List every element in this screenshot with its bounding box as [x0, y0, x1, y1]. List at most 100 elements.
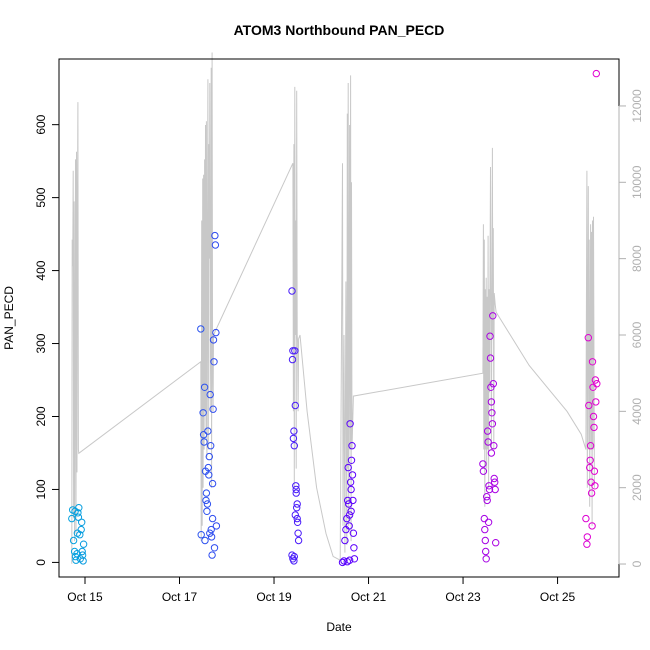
- scatter-point: [585, 401, 593, 410]
- scatter-point: [488, 420, 497, 428]
- scatter-point: [204, 427, 212, 435]
- y2-tick-label: 2000: [630, 474, 644, 501]
- scatter-point: [78, 518, 86, 526]
- x-tick-label: Oct 19: [256, 590, 292, 604]
- scatter-point: [345, 500, 353, 508]
- scatter-point: [347, 485, 355, 494]
- scatter-point: [592, 398, 600, 406]
- scatter-point: [290, 427, 298, 435]
- y2-tick-label: 12000: [630, 89, 644, 123]
- scatter-point: [593, 380, 601, 388]
- scatter-point: [290, 552, 298, 561]
- scatter-point: [208, 551, 216, 559]
- x-axis-label: Date: [326, 620, 352, 634]
- scatter-point: [210, 358, 218, 366]
- scatter-points-layer: [68, 69, 601, 567]
- scatter-point: [289, 434, 298, 443]
- y-tick-label: 200: [34, 406, 48, 426]
- scatter-point: [208, 514, 217, 523]
- scatter-point: [490, 442, 498, 450]
- scatter-point: [481, 536, 489, 545]
- scatter-point: [485, 482, 493, 490]
- scatter-point: [73, 529, 82, 537]
- scatter-point: [207, 525, 215, 534]
- scatter-point: [291, 347, 299, 355]
- scatter-point: [197, 531, 205, 539]
- y-axis-left: 0 100 200 300 400 500 600: [34, 114, 60, 566]
- scatter-point: [486, 332, 494, 340]
- scatter-point: [212, 328, 220, 337]
- scatter-point: [288, 287, 296, 295]
- scatter-point: [480, 514, 488, 523]
- scatter-point: [79, 540, 88, 548]
- y2-tick-label: 6000: [630, 321, 644, 348]
- scatter-point: [586, 463, 594, 472]
- scatter-point: [293, 518, 302, 526]
- scatter-point: [209, 336, 218, 344]
- scatter-point: [206, 529, 214, 537]
- scatter-point: [294, 536, 303, 545]
- scatter-point: [341, 536, 349, 545]
- x-tick-label: Oct 21: [351, 590, 387, 604]
- scatter-point: [482, 555, 490, 563]
- scatter-point: [587, 489, 596, 497]
- scatter-point: [485, 485, 494, 494]
- scatter-point: [345, 522, 353, 530]
- scatter-point: [344, 496, 352, 505]
- y-axis-label: PAN_PECD: [2, 286, 16, 350]
- scatter-point: [292, 482, 300, 490]
- scatter-point: [590, 467, 599, 475]
- scatter-point: [491, 478, 499, 486]
- scatter-point: [199, 409, 207, 417]
- scatter-point: [491, 485, 499, 494]
- scatter-point: [489, 312, 497, 320]
- scatter-point: [74, 513, 83, 521]
- scatter-point: [204, 463, 213, 472]
- scatter-point: [345, 511, 354, 519]
- scatter-point: [292, 485, 300, 494]
- y-tick-label: 0: [34, 559, 48, 566]
- x-tick-label: Oct 23: [445, 590, 481, 604]
- scatter-point: [583, 533, 591, 541]
- scatter-point: [200, 383, 209, 391]
- scatter-point: [487, 398, 496, 406]
- scatter-point: [210, 544, 219, 552]
- scatter-point: [201, 536, 209, 545]
- scatter-point: [338, 558, 347, 567]
- scatter-point: [484, 438, 492, 446]
- scatter-point: [203, 507, 211, 515]
- scatter-point: [583, 540, 591, 548]
- scatter-point: [347, 507, 355, 515]
- scatter-point: [202, 496, 210, 505]
- scatter-point: [584, 334, 592, 342]
- scatter-point: [591, 482, 599, 490]
- y2-tick-label: 10000: [630, 165, 644, 199]
- scatter-point: [592, 69, 600, 78]
- scatter-point: [200, 438, 208, 446]
- x-axis: Oct 15 Oct 17 Oct 19 Oct 21 Oct 23 Oct 25: [67, 576, 576, 604]
- scatter-point: [290, 557, 298, 565]
- scatter-point: [206, 390, 214, 399]
- scatter-point: [346, 478, 355, 486]
- scatter-point: [291, 401, 299, 410]
- x-tick-label: Oct 15: [67, 590, 103, 604]
- scatter-point: [492, 539, 500, 547]
- y-tick-label: 400: [34, 260, 48, 280]
- scatter-point: [205, 452, 214, 461]
- scatter-point: [588, 358, 597, 366]
- scatter-point: [349, 496, 357, 505]
- scatter-point: [289, 347, 297, 355]
- scatter-point: [588, 522, 596, 530]
- scatter-point: [211, 231, 219, 240]
- scatter-point: [292, 489, 300, 497]
- y-tick-label: 500: [34, 187, 48, 207]
- scatter-point: [203, 500, 212, 508]
- scatter-point: [344, 463, 352, 472]
- scatter-point: [293, 504, 301, 512]
- scatter-point: [205, 471, 213, 479]
- scatter-point: [348, 442, 356, 450]
- scatter-point: [483, 427, 492, 435]
- scatter-point: [483, 496, 491, 505]
